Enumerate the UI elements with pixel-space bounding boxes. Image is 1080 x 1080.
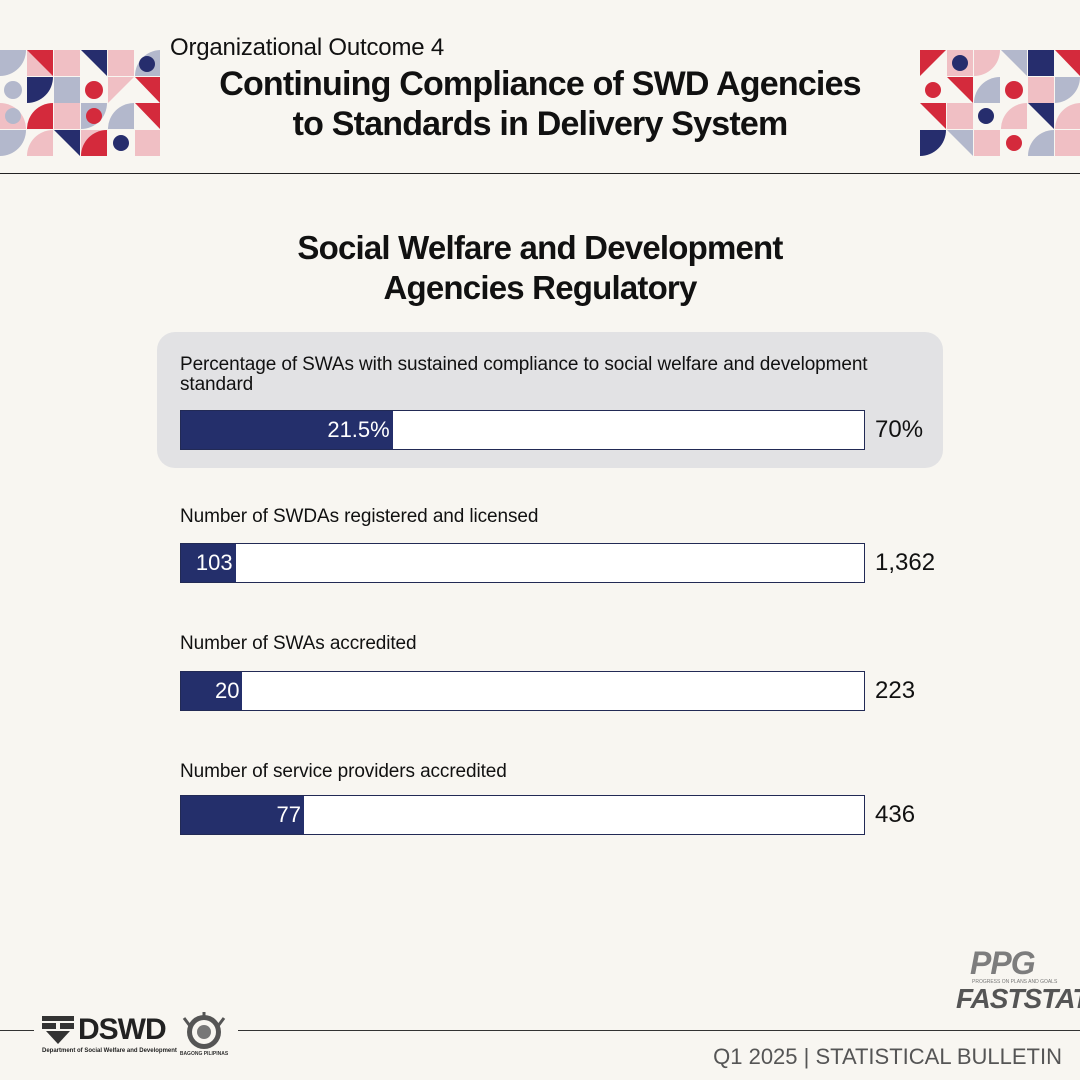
indicator-target-label: 70% [875, 416, 924, 443]
indicator-target-label: 223 [875, 677, 916, 704]
indicator-bar-fill: 20 [181, 672, 243, 710]
faststat-wordmark: FASTSTAT [956, 983, 1080, 1014]
indicator-bar-fill: 103 [181, 544, 236, 582]
footer-divider-left [0, 1030, 34, 1031]
geometric-pattern-left [0, 50, 160, 156]
page-title-line-2: to Standards in Delivery System [292, 105, 789, 143]
ppg-wordmark: PPG [970, 945, 1036, 981]
section-title: Social Welfare and Development Agencies … [0, 228, 1080, 308]
indicator-value-label: 77 [276, 802, 301, 827]
header-divider [0, 173, 1080, 174]
sun-emblem-icon [182, 1012, 226, 1049]
section-title-line-1: Social Welfare and Development [297, 229, 783, 266]
footer-divider-right [238, 1030, 1080, 1031]
dswd-subtitle: Department of Social Welfare and Develop… [42, 1048, 177, 1054]
indicator-label: Number of SWAs accredited [180, 633, 417, 654]
page-title: Continuing Compliance of SWD Agencies to… [168, 64, 912, 144]
indicator-value-label: 21.5% [327, 417, 390, 442]
indicator-label: Number of service providers accredited [180, 761, 507, 782]
indicator-bar-track: 77 [180, 795, 865, 835]
ppg-subtitle: PROGRESS ON PLANS AND GOALS [972, 979, 1058, 985]
dswd-logo: DSWD Department of Social Welfare and De… [42, 1013, 232, 1058]
bagong-pilipinas-logo: BAGONG PILIPINAS [176, 1012, 232, 1058]
indicator-bar-fill: 21.5% [181, 411, 393, 449]
outcome-label: Organizational Outcome 4 [170, 34, 445, 61]
indicator-target-label: 1,362 [875, 549, 936, 576]
indicator-bar-fill: 77 [181, 796, 304, 834]
indicator-target-label: 436 [875, 801, 916, 828]
indicator-value-label: 103 [195, 550, 233, 575]
dswd-emblem-icon [42, 1016, 74, 1044]
dswd-wordmark: DSWD [78, 1013, 167, 1046]
geometric-pattern-right [920, 50, 1080, 156]
section-title-line-2: Agencies Regulatory [383, 269, 697, 306]
indicator-label: Number of SWDAs registered and licensed [180, 506, 539, 527]
ppg-faststat-logo: PPG PROGRESS ON PLANS AND GOALS FASTSTAT [930, 945, 1080, 1016]
footer-bulletin-label: Q1 2025 | STATISTICAL BULLETIN [713, 1044, 1062, 1069]
indicator-bar-track: 20 [180, 671, 865, 711]
bagong-pilipinas-text: BAGONG PILIPINAS [179, 1051, 229, 1057]
indicator-bar-track: 103 [180, 543, 865, 583]
page-header: Organizational Outcome 4 Continuing Comp… [168, 34, 912, 144]
indicator-value-label: 20 [214, 678, 240, 703]
indicator-bar-track: 21.5% [180, 410, 865, 450]
page-title-line-1: Continuing Compliance of SWD Agencies [219, 65, 861, 103]
indicator-label: Percentage of SWAs with sustained compli… [180, 354, 868, 395]
